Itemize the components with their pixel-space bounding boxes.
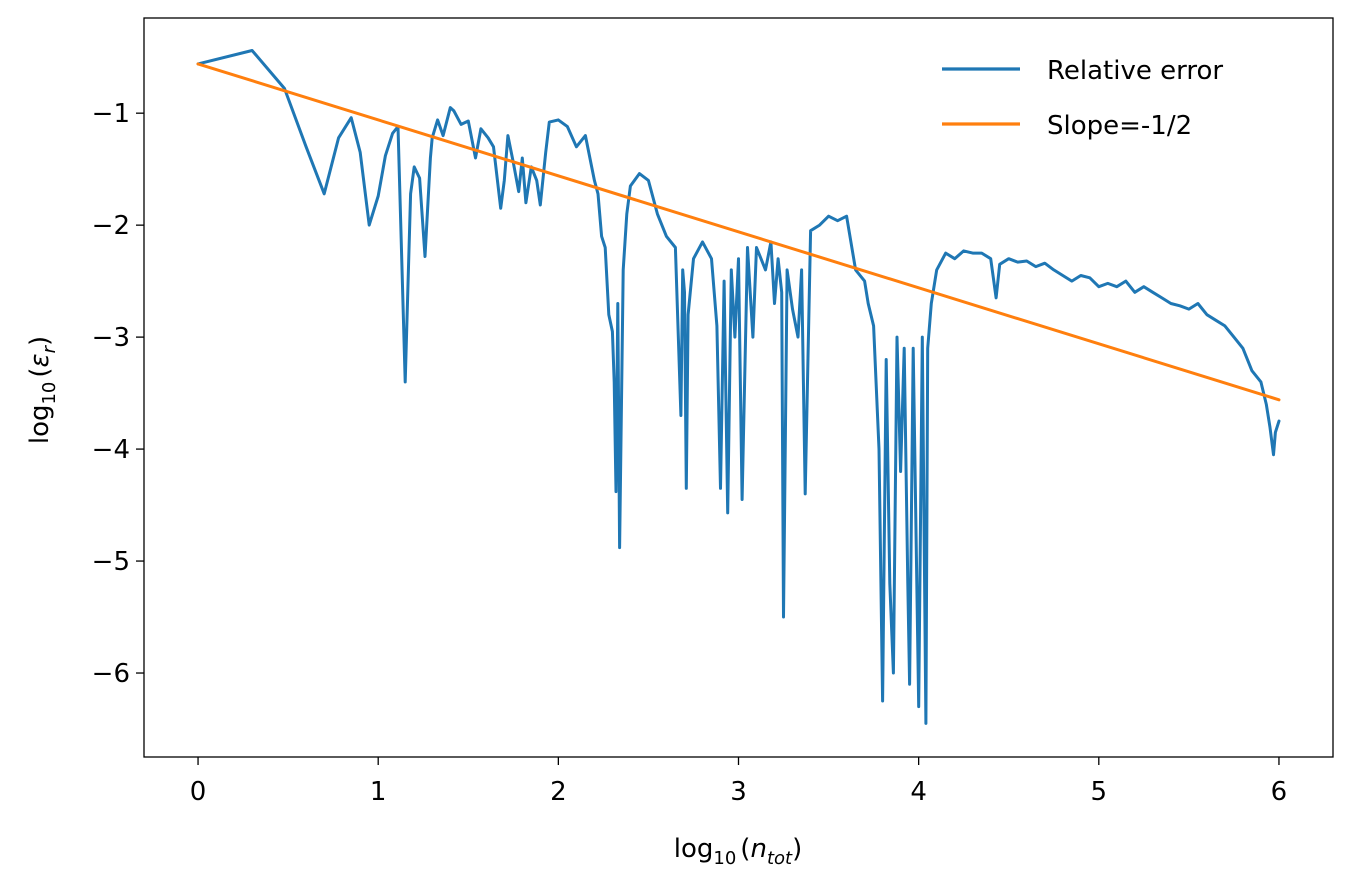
x-tick-label: 2 xyxy=(550,777,567,807)
x-tick-label: 1 xyxy=(370,777,387,807)
y-label-base: log xyxy=(25,405,55,445)
x-tick-label: 5 xyxy=(1091,777,1108,807)
x-tick-label: 6 xyxy=(1271,777,1288,807)
y-label-argsub: r xyxy=(39,344,60,353)
x-label-arg: n xyxy=(750,834,766,864)
y-axis: −1 −2 −3 −4 −5 −6 xyxy=(92,99,144,689)
x-axis-label: log10 (ntot) xyxy=(674,834,802,869)
x-axis: 0 1 2 3 4 5 6 xyxy=(190,757,1287,807)
x-label-base: log xyxy=(674,834,714,864)
x-tick-label: 4 xyxy=(910,777,927,807)
y-tick-label: −6 xyxy=(92,659,130,689)
y-tick-label: −5 xyxy=(92,547,130,577)
x-label-argsub: tot xyxy=(767,848,793,869)
x-label-sub: 10 xyxy=(713,848,736,869)
series-line-relative-error xyxy=(196,49,1281,725)
y-tick-label: −4 xyxy=(92,435,130,465)
y-axis-label: log10(εr) xyxy=(25,336,60,444)
y-tick-label: −2 xyxy=(92,211,130,241)
series-layer xyxy=(196,49,1281,725)
y-label-sub: 10 xyxy=(39,382,60,405)
y-tick-label: −3 xyxy=(92,323,130,353)
x-tick-label: 0 xyxy=(190,777,207,807)
legend: Relative error Slope=-1/2 xyxy=(942,56,1223,141)
x-tick-label: 3 xyxy=(730,777,747,807)
legend-label-relative-error: Relative error xyxy=(1047,56,1223,86)
series-line-slope xyxy=(196,62,1281,402)
y-tick-label: −1 xyxy=(92,99,130,129)
legend-label-slope: Slope=-1/2 xyxy=(1047,111,1192,141)
y-label-arg: ε xyxy=(25,353,55,367)
